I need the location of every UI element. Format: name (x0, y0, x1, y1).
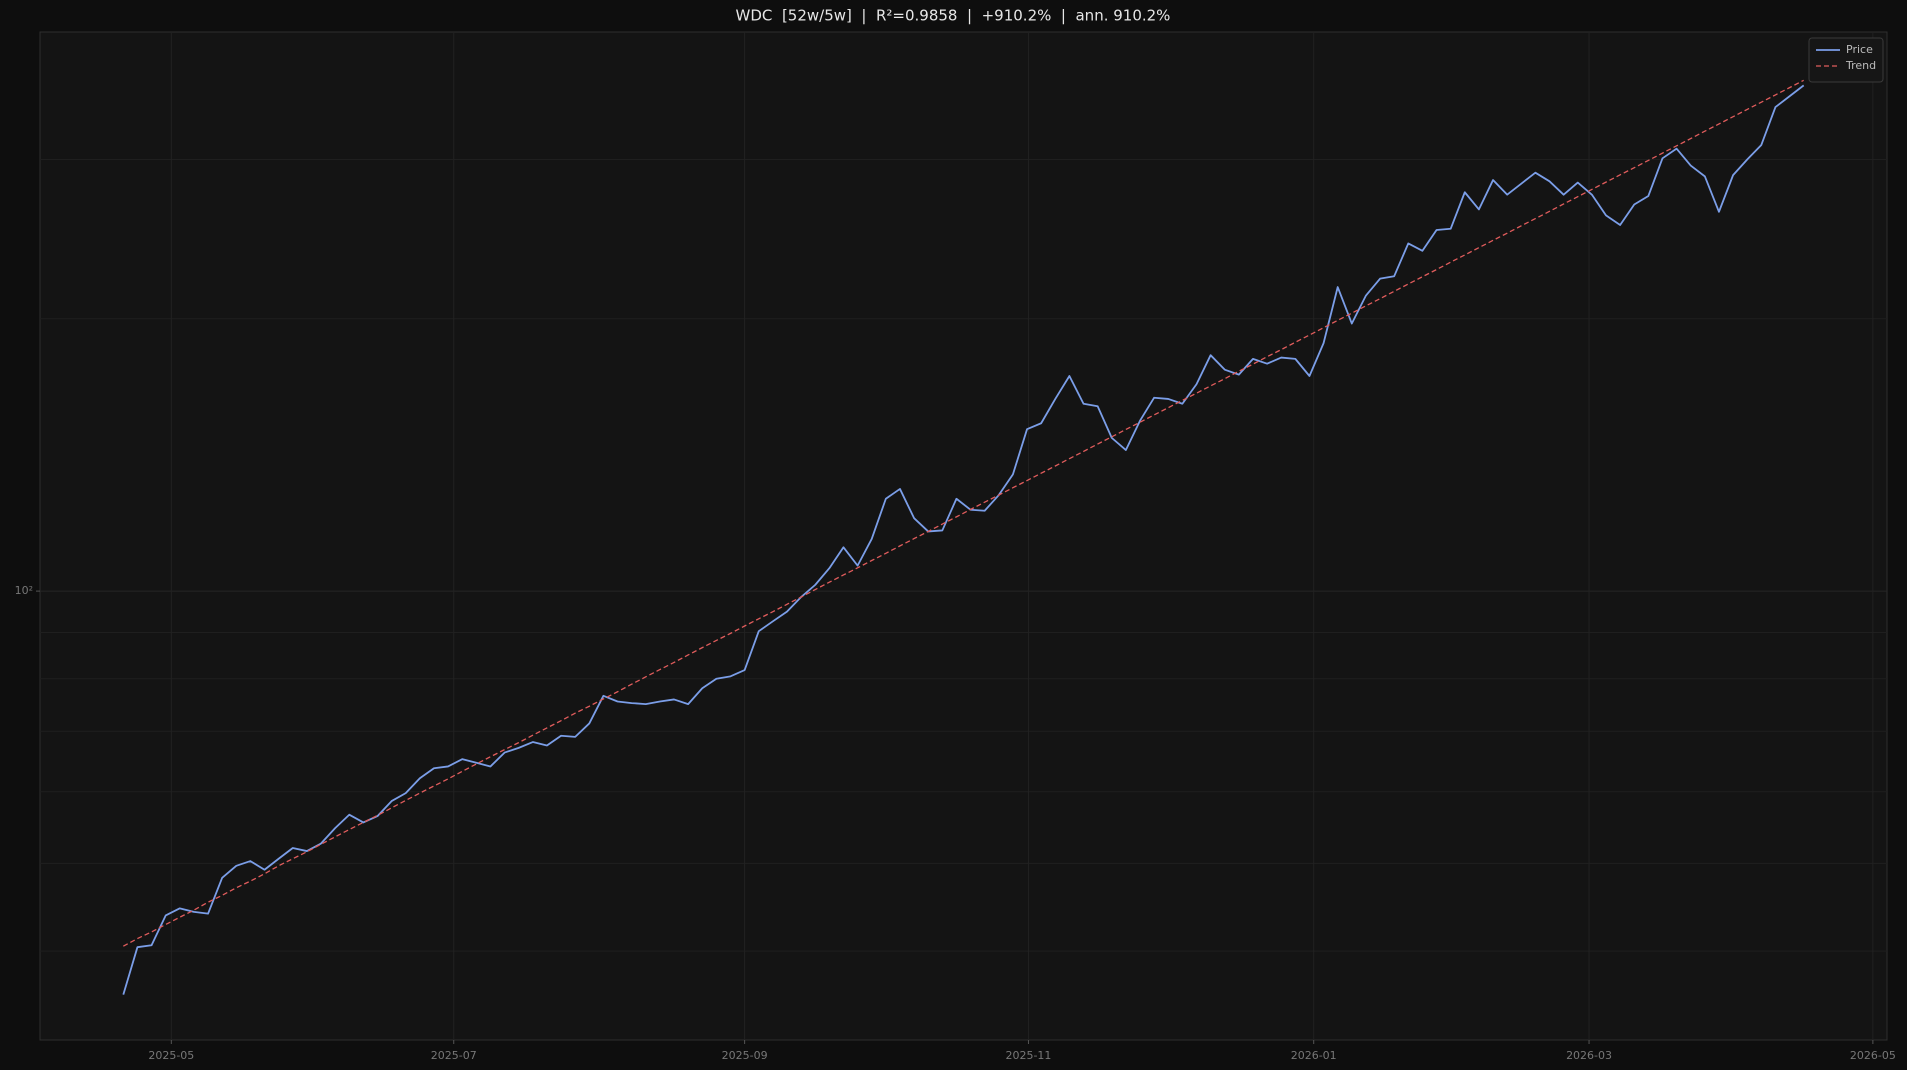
x-tick-label: 2025-05 (148, 1049, 194, 1062)
series-line (122, 79, 1804, 947)
x-tick-label: 2026-05 (1850, 1049, 1896, 1062)
x-tick-label: 2025-11 (1005, 1049, 1051, 1062)
y-tick-label: 10² (15, 584, 33, 597)
x-tick-label: 2026-01 (1291, 1049, 1337, 1062)
chart-title: WDC [52w/5w] | R²=0.9858 | +910.2% | ann… (736, 7, 1171, 25)
series-line (122, 84, 1805, 995)
x-tick-label: 2026-03 (1566, 1049, 1612, 1062)
legend-label: Price (1846, 43, 1873, 56)
plot-area (39, 31, 1888, 1041)
legend: Price Trend (1808, 37, 1884, 83)
x-tick-label: 2025-07 (431, 1049, 477, 1062)
x-tick-label: 2025-09 (722, 1049, 768, 1062)
legend-label: Trend (1845, 59, 1876, 72)
legend-box (1808, 37, 1884, 83)
